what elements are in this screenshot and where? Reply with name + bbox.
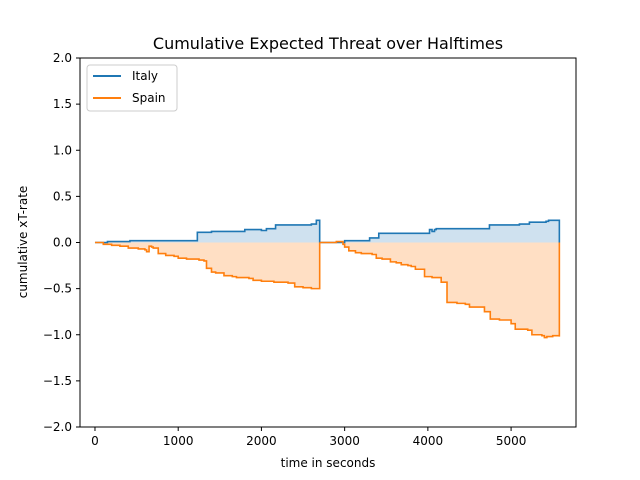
italy-line-half-1	[94, 219, 321, 244]
chart-title: Cumulative Expected Threat over Halftime…	[153, 34, 503, 53]
y-tick-label: 1.0	[53, 143, 72, 157]
x-tick-label: 3000	[329, 434, 360, 448]
y-tick-label: −1.5	[43, 374, 72, 388]
x-tick-label: 5000	[496, 434, 527, 448]
y-tick-label: −0.5	[43, 282, 72, 296]
y-tick-label: 0.5	[53, 189, 72, 203]
italy-area-half-2	[319, 220, 560, 243]
italy-line-half-2	[319, 219, 561, 244]
spain-line-half-2	[319, 240, 561, 339]
spain-area-half-2	[319, 241, 560, 338]
y-tick-label: −1.0	[43, 328, 72, 342]
y-tick-label: −2.0	[43, 420, 72, 434]
x-tick-label: 2000	[246, 434, 277, 448]
x-axis-ticks: 0 1000 2000 3000 4000 5000	[91, 427, 526, 448]
legend: Italy Spain	[86, 64, 178, 112]
x-axis-label: time in seconds	[281, 456, 376, 470]
area-fills	[94, 220, 560, 338]
spain-area-half-1	[94, 242, 320, 289]
spain-line-half-1	[94, 241, 321, 290]
x-tick-label: 0	[91, 434, 99, 448]
x-tick-label: 1000	[163, 434, 194, 448]
x-tick-label: 4000	[413, 434, 444, 448]
y-tick-label: 2.0	[53, 51, 72, 65]
legend-label-italy: Italy	[132, 69, 158, 83]
y-axis-label: cumulative xT-rate	[16, 186, 30, 299]
y-tick-label: 0.0	[53, 236, 72, 250]
series-lines	[94, 219, 561, 339]
y-tick-label: 1.5	[53, 97, 72, 111]
legend-label-spain: Spain	[132, 91, 166, 105]
y-axis-ticks: −2.0 −1.5 −1.0 −0.5 0.0 0.5 1.0 1.5 2.0	[43, 51, 80, 434]
italy-area-half-1	[94, 220, 320, 243]
